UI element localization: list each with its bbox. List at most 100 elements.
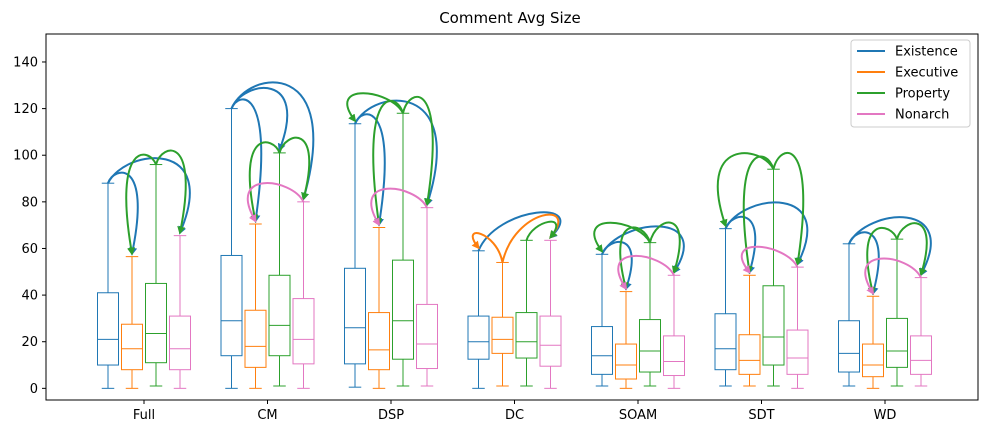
box-property-cm bbox=[268, 152, 291, 387]
box-nonarch-sdt bbox=[786, 266, 809, 389]
x-tick-label: DSP bbox=[378, 408, 404, 423]
y-axis: 0 20 40 60 80 100 120 140 bbox=[13, 55, 46, 397]
box-iqr bbox=[639, 319, 661, 373]
box-iqr bbox=[838, 320, 860, 373]
arrow-property-to-nonarch bbox=[278, 136, 311, 201]
arrow-existence-to-nonarch bbox=[848, 216, 932, 277]
box-iqr bbox=[368, 312, 390, 371]
box-existence-full bbox=[97, 182, 119, 389]
box-property-soam bbox=[639, 242, 661, 387]
y-tick-label: 80 bbox=[21, 195, 38, 210]
arrow-existence-to-nonarch bbox=[230, 81, 315, 201]
arrow-nonarch-to-executive bbox=[617, 254, 675, 291]
comparison-arrows bbox=[107, 81, 932, 296]
y-tick-label: 20 bbox=[21, 335, 38, 350]
arrow-existence-to-executive bbox=[230, 98, 263, 223]
x-tick-label: CM bbox=[257, 408, 277, 423]
legend-label: Executive bbox=[895, 66, 958, 81]
box-iqr bbox=[738, 334, 761, 375]
arrow-executive-to-existence bbox=[471, 232, 504, 263]
arrow-nonarch-to-executive bbox=[740, 245, 799, 274]
box-nonarch-dc bbox=[539, 239, 562, 389]
arrow-property-to-existence bbox=[346, 92, 404, 123]
box-iqr bbox=[392, 259, 414, 360]
box-executive-cm bbox=[244, 223, 267, 389]
box-iqr bbox=[220, 254, 243, 357]
x-tick-label: WD bbox=[874, 408, 897, 423]
arrow-existence-to-nonarch bbox=[354, 99, 438, 207]
arrow-existence-to-executive bbox=[354, 113, 386, 227]
box-property-dsp bbox=[392, 112, 414, 387]
arrow-existence-to-executive bbox=[107, 171, 139, 256]
box-iqr bbox=[292, 298, 315, 365]
box-iqr bbox=[539, 315, 562, 367]
arrow-property-to-executive bbox=[742, 155, 775, 275]
legend-label: Property bbox=[895, 87, 950, 102]
legend-label: Nonarch bbox=[895, 108, 949, 123]
box-iqr bbox=[344, 267, 366, 365]
box-groups bbox=[97, 108, 932, 389]
y-tick-label: 100 bbox=[13, 149, 38, 164]
x-tick-label: DC bbox=[505, 408, 524, 423]
box-nonarch-dsp bbox=[416, 207, 438, 387]
box-iqr bbox=[416, 303, 438, 370]
x-tick-label: SDT bbox=[748, 408, 774, 423]
arrow-property-to-executive bbox=[866, 227, 898, 296]
arrow-property-to-existence bbox=[593, 221, 651, 253]
box-nonarch-cm bbox=[292, 201, 315, 389]
box-iqr bbox=[786, 329, 809, 375]
box-nonarch-wd bbox=[910, 277, 932, 387]
box-iqr bbox=[714, 313, 737, 371]
box-iqr bbox=[145, 282, 167, 364]
box-property-full bbox=[145, 164, 167, 387]
legend: Existence Executive Property Nonarch bbox=[850, 39, 971, 128]
box-existence-sdt bbox=[714, 228, 737, 387]
x-tick-label: SOAM bbox=[619, 408, 657, 423]
arrow-nonarch-to-executive bbox=[864, 257, 922, 295]
arrow-nonarch-to-executive bbox=[370, 187, 428, 227]
box-executive-wd bbox=[862, 295, 884, 389]
arrow-property-to-executive bbox=[125, 153, 157, 256]
arrow-property-to-nonarch bbox=[402, 95, 434, 207]
box-executive-full bbox=[121, 256, 143, 389]
arrow-existence-to-nonarch bbox=[477, 211, 562, 252]
box-iqr bbox=[491, 316, 514, 354]
arrow-property-to-executive bbox=[619, 226, 651, 291]
box-iqr bbox=[862, 343, 884, 378]
arrow-existence-to-executive bbox=[724, 215, 757, 275]
arrow-existence-to-nonarch bbox=[724, 201, 809, 266]
box-existence-wd bbox=[838, 243, 860, 387]
box-iqr bbox=[268, 274, 291, 357]
box-iqr bbox=[97, 292, 119, 366]
arrow-property-to-nonarch bbox=[649, 221, 681, 275]
box-iqr bbox=[121, 323, 143, 371]
box-property-sdt bbox=[762, 168, 785, 387]
box-iqr bbox=[467, 315, 490, 360]
legend-label: Existence bbox=[895, 45, 958, 60]
box-iqr bbox=[663, 335, 685, 377]
arrow-existence-to-executive bbox=[848, 231, 880, 296]
box-executive-dc bbox=[491, 261, 514, 387]
chart-title: Comment Avg Size bbox=[439, 9, 581, 27]
arrow-existence-to-nonarch bbox=[107, 157, 191, 235]
box-nonarch-full bbox=[169, 235, 191, 389]
x-tick-label: Full bbox=[133, 408, 155, 423]
arrow-nonarch-to-executive bbox=[246, 182, 305, 223]
box-iqr bbox=[591, 326, 613, 375]
arrow-property-to-nonarch bbox=[896, 222, 928, 277]
box-iqr bbox=[515, 312, 538, 359]
box-executive-dsp bbox=[368, 226, 390, 389]
box-iqr bbox=[244, 309, 267, 368]
plot-frame bbox=[45, 33, 979, 401]
arrow-property-to-executive bbox=[248, 141, 281, 223]
box-existence-soam bbox=[591, 253, 613, 387]
y-tick-label: 40 bbox=[21, 289, 38, 304]
arrow-property-to-existence bbox=[716, 152, 775, 228]
x-axis: Full CM DSP DC SOAM SDT WD bbox=[133, 400, 897, 423]
box-nonarch-soam bbox=[663, 274, 685, 389]
box-existence-dc bbox=[467, 250, 490, 389]
box-property-dc bbox=[515, 239, 538, 387]
y-tick-label: 120 bbox=[13, 102, 38, 117]
box-existence-dsp bbox=[344, 123, 366, 388]
y-tick-label: 60 bbox=[21, 242, 38, 257]
